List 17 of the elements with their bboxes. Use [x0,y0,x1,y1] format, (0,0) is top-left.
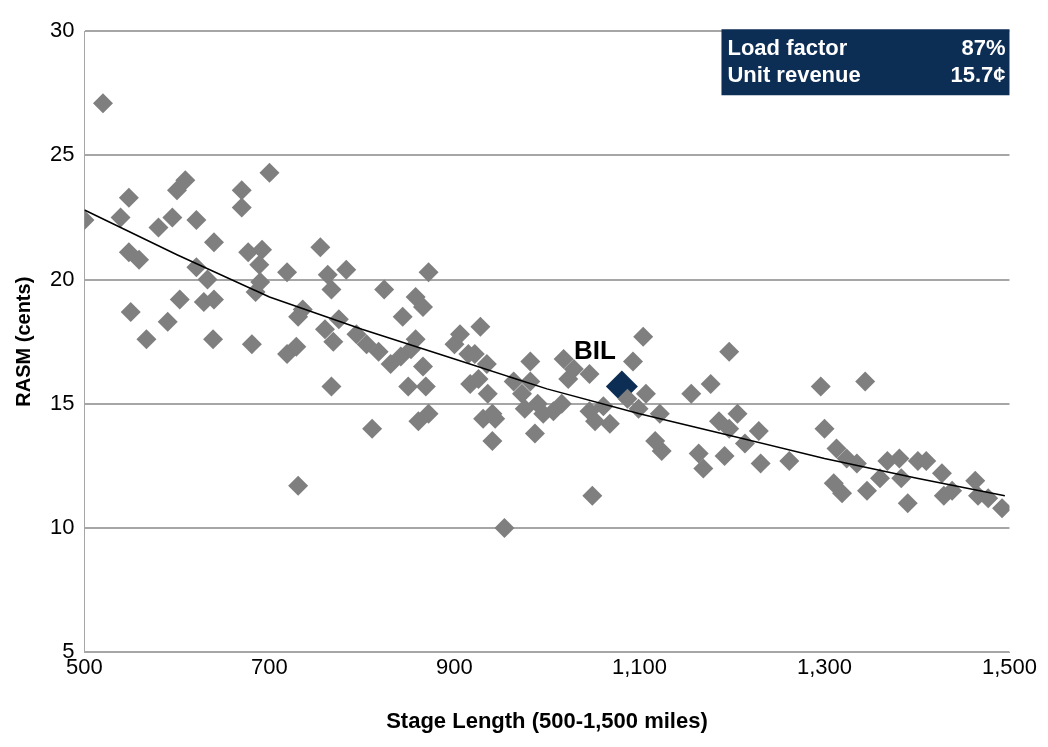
y-tick-label: 25 [49,141,75,167]
y-tick-label: 30 [49,17,75,43]
x-tick-label: 700 [251,654,288,680]
y-tick-label: 20 [49,265,75,291]
annotation: BIL [574,334,617,365]
annotation: Unit revenue [727,61,861,87]
x-tick-label: 1,100 [611,654,667,680]
y-tick-label: 10 [49,514,75,540]
y-axis-title: RASM (cents) [11,276,34,407]
x-tick-label: 1,300 [796,654,852,680]
x-tick-label: 900 [436,654,473,680]
annotation: Load factor [727,34,848,60]
x-axis-title: Stage Length (500-1,500 miles) [386,707,708,733]
y-tick-label: 15 [49,389,75,415]
x-tick-label: 1,500 [981,654,1037,680]
annotation: 87% [961,34,1006,60]
annotation: 15.7¢ [950,61,1006,87]
